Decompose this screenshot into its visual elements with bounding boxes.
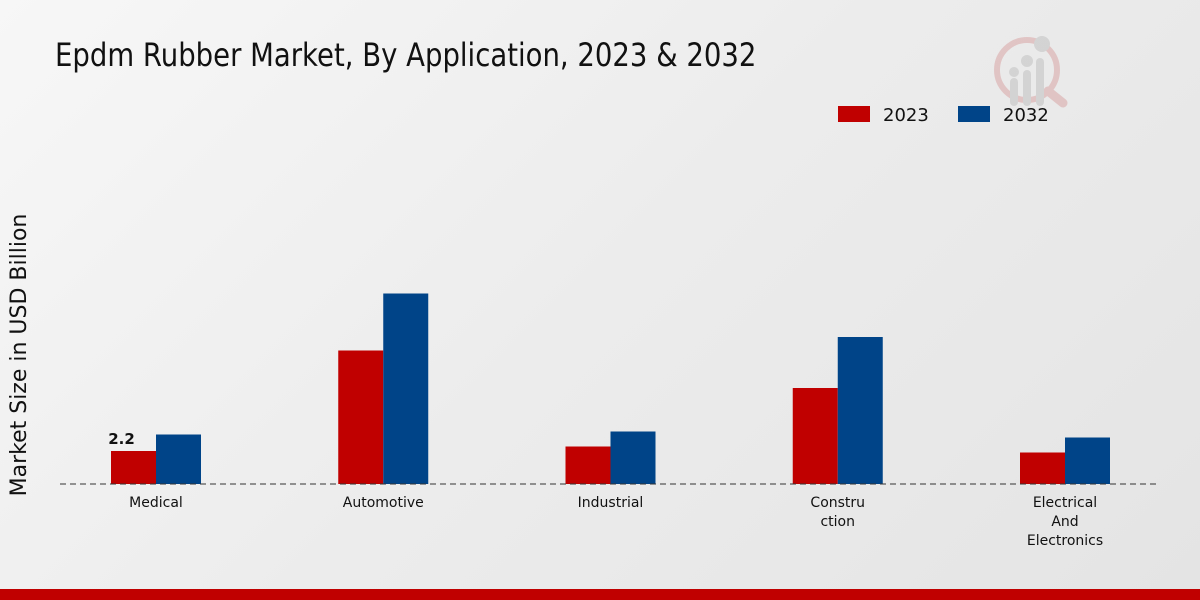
bar-2023-constru-ction xyxy=(792,388,838,484)
bar-2023-automotive xyxy=(338,350,384,484)
bar-2023-medical xyxy=(111,451,156,484)
bar-2032-medical xyxy=(156,434,201,484)
legend-swatch-2032 xyxy=(958,106,990,122)
bar-2032-constru-ction xyxy=(837,337,883,484)
legend-swatch-2023 xyxy=(838,106,870,122)
bar-2023-electrical-and-electronics xyxy=(1020,452,1065,484)
x-tick-label: Electrical And Electronics xyxy=(1027,495,1103,549)
bar-2032-electrical-and-electronics xyxy=(1065,437,1110,484)
bar-2032-industrial xyxy=(610,431,656,484)
watermark-logo xyxy=(994,36,1068,108)
x-tick-label: Constru ction xyxy=(810,495,865,530)
legend-label-2023: 2023 xyxy=(883,105,929,126)
legend: 2023 2032 xyxy=(838,105,1049,126)
bar-2032-automotive xyxy=(383,293,429,484)
x-tick-label: Industrial xyxy=(578,495,644,511)
chart-title: Epdm Rubber Market, By Application, 2023… xyxy=(55,36,757,74)
x-tick-label: Automotive xyxy=(343,495,424,511)
y-axis-label: Market Size in USD Billion xyxy=(7,214,32,497)
footer-accent-bar xyxy=(0,589,1200,600)
bar-2023-industrial xyxy=(565,446,611,484)
x-tick-label: Medical xyxy=(129,495,183,511)
data-label: 2.2 xyxy=(108,430,135,448)
legend-label-2032: 2032 xyxy=(1003,105,1049,126)
